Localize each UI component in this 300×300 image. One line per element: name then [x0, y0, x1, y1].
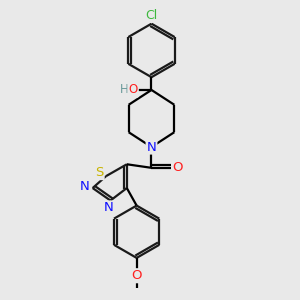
Text: S: S	[95, 166, 104, 179]
Text: HO: HO	[120, 83, 138, 97]
Text: N: N	[147, 140, 156, 154]
Text: N: N	[80, 180, 89, 193]
Text: O: O	[131, 269, 142, 282]
Text: Cl: Cl	[146, 9, 158, 22]
Text: N: N	[104, 202, 114, 214]
Text: O: O	[173, 161, 183, 174]
Text: O: O	[128, 83, 138, 97]
